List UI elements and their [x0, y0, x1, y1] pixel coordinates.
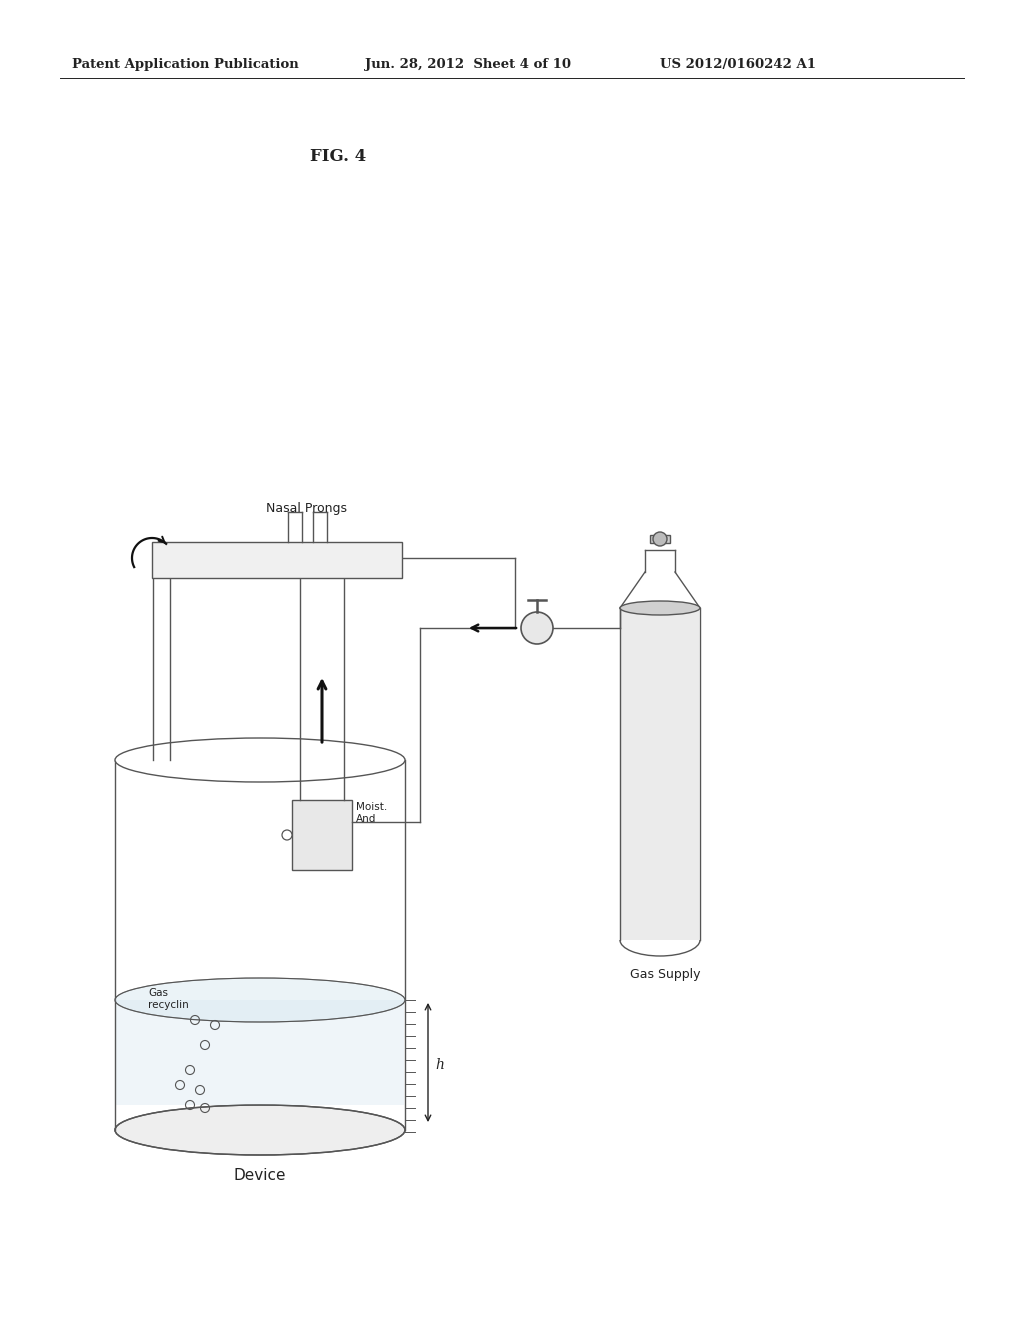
Ellipse shape	[115, 978, 406, 1022]
Bar	[292, 800, 352, 870]
Bar	[152, 543, 402, 578]
Bar	[621, 609, 699, 940]
Bar	[116, 1001, 404, 1105]
Text: Device: Device	[233, 1168, 287, 1183]
Circle shape	[521, 612, 553, 644]
Text: Jun. 28, 2012  Sheet 4 of 10: Jun. 28, 2012 Sheet 4 of 10	[365, 58, 571, 71]
Text: Gas
recyclin: Gas recyclin	[148, 987, 188, 1010]
Ellipse shape	[115, 1105, 406, 1155]
Text: h: h	[435, 1059, 443, 1072]
Text: Nasal Prongs: Nasal Prongs	[266, 502, 347, 515]
Ellipse shape	[620, 601, 700, 615]
Text: Moist.
And: Moist. And	[356, 803, 387, 824]
Text: Patent Application Publication: Patent Application Publication	[72, 58, 299, 71]
Circle shape	[282, 830, 292, 840]
Bar	[650, 535, 670, 543]
Circle shape	[653, 532, 667, 546]
Text: FIG. 4: FIG. 4	[310, 148, 367, 165]
Ellipse shape	[115, 738, 406, 781]
Text: US 2012/0160242 A1: US 2012/0160242 A1	[660, 58, 816, 71]
Text: Gas Supply: Gas Supply	[630, 968, 700, 981]
